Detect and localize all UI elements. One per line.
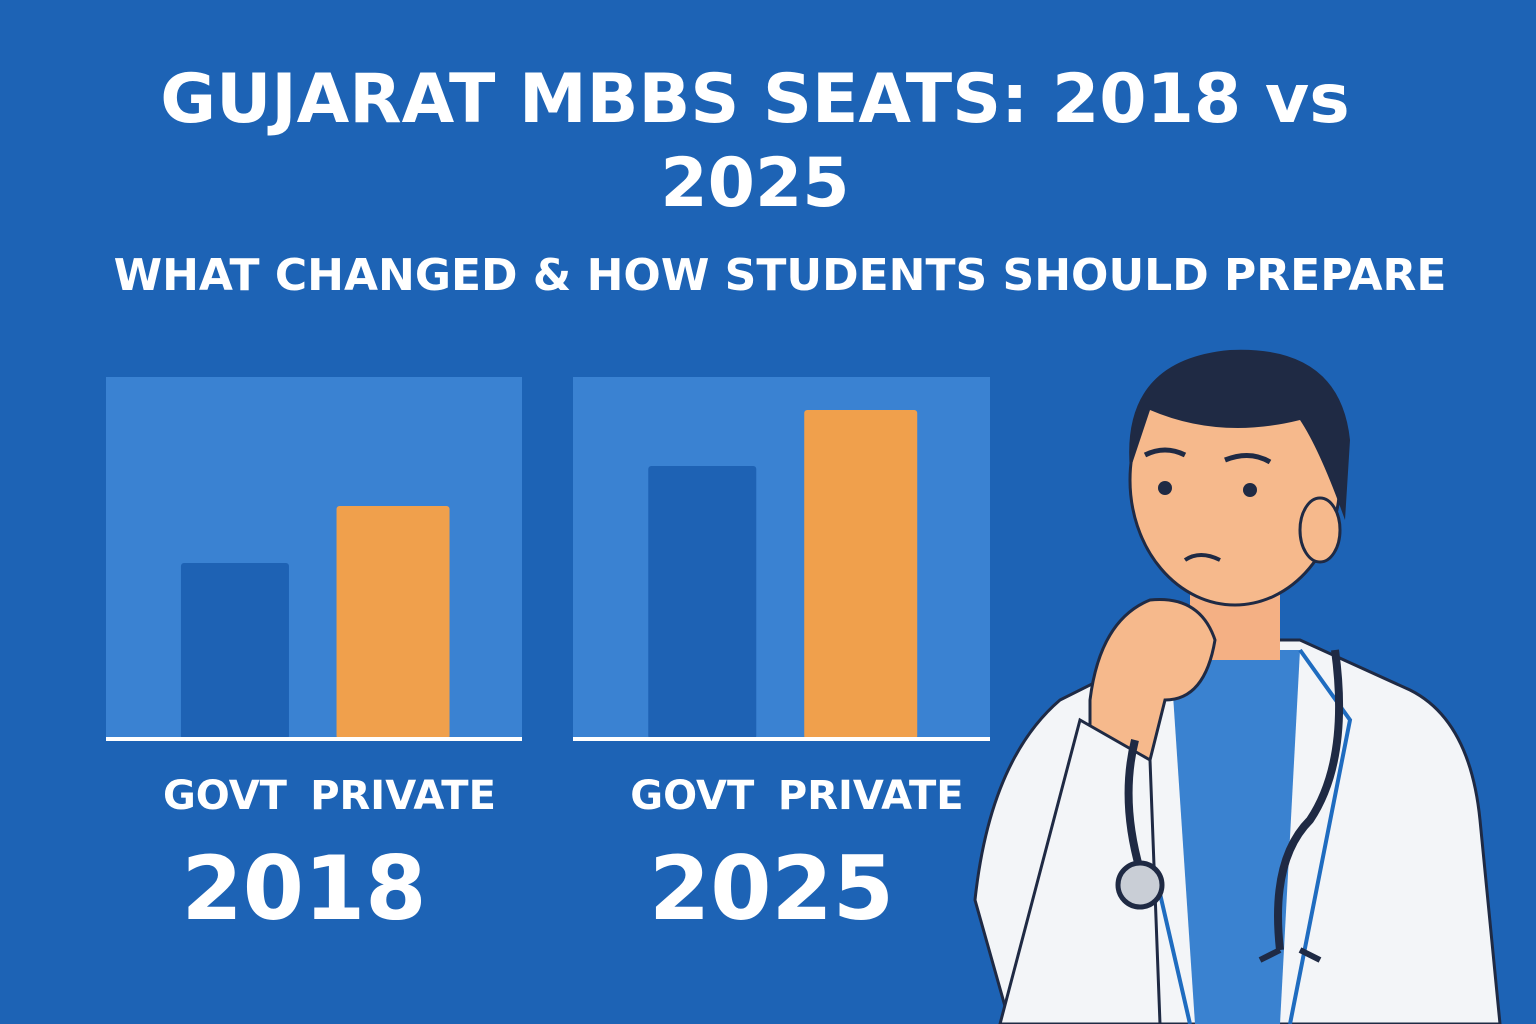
chart-panel [106, 377, 522, 739]
bar [180, 563, 289, 739]
x-tick-label: GOVT [163, 773, 288, 819]
chart-label: 2025 [649, 837, 894, 940]
chart-label: 2018 [182, 837, 427, 940]
bar [336, 506, 450, 739]
bar [648, 466, 757, 739]
x-tick-label: PRIVATE [310, 773, 496, 819]
x-tick-label: GOVT [630, 773, 755, 819]
bar [804, 410, 918, 739]
title: GUJARAT MBBS SEATS: 2018 vs 2025 [160, 60, 1350, 223]
x-tick-label: PRIVATE [778, 773, 964, 819]
chart-panel [573, 377, 990, 739]
subtitle: WHAT CHANGED & HOW STUDENTS SHOULD PREPA… [113, 250, 1447, 301]
doctor-illustration [973, 349, 1502, 1024]
